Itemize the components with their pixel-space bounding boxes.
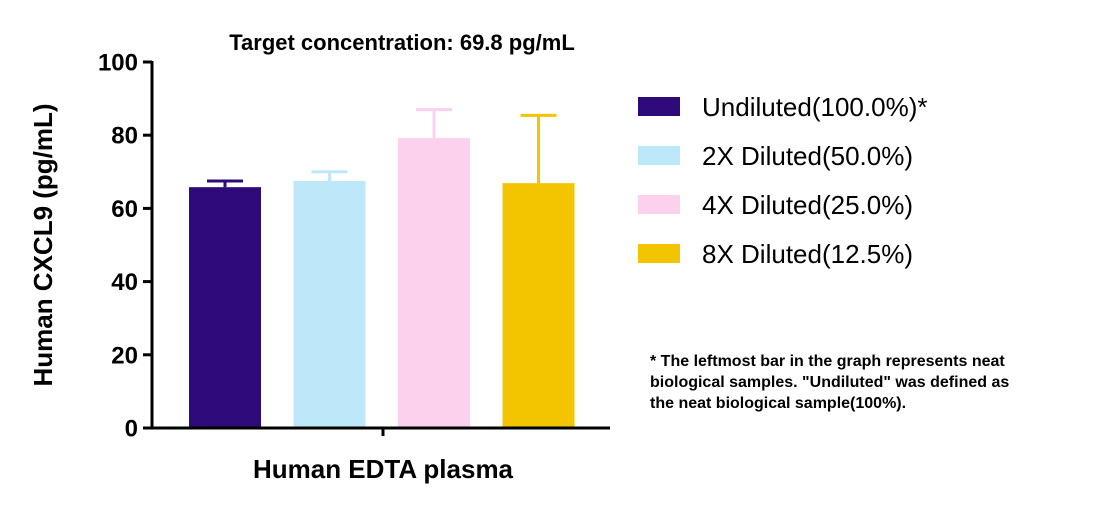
y-tick-label-60: 60 [111,196,138,223]
legend-swatch-1 [638,97,680,116]
bar-1 [189,187,261,428]
footnote-line-3: the neat biological sample(100%). [650,395,906,412]
bar-3 [398,138,470,429]
y-tick-label-80: 80 [111,123,138,150]
footnote: * The leftmost bar in the graph represen… [650,353,1009,412]
y-tick-label-100: 100 [98,50,138,77]
y-tick-label-40: 40 [111,269,138,296]
legend-swatch-2 [638,146,680,165]
plot-area: 0 20 40 60 80 100 [98,50,610,443]
legend-label-1: Undiluted(100.0%)* [702,92,927,122]
y-axis-label: Human CXCL9 (pg/mL) [28,103,58,386]
bar-2 [293,180,366,428]
legend-swatch-3 [638,195,680,214]
legend-swatch-4 [638,244,680,263]
legend-label-2: 2X Diluted(50.0%) [702,141,913,171]
x-axis-label: Human EDTA plasma [253,454,514,484]
legend-label-4: 8X Diluted(12.5%) [702,239,913,269]
legend: Undiluted(100.0%)* 2X Diluted(50.0%) 4X Di… [638,92,927,269]
y-tick-label-20: 20 [111,342,138,369]
chart-title: Target concentration: 69.8 pg/mL [229,30,575,55]
y-tick-label-0: 0 [125,416,138,443]
footnote-line-2: biological samples. "Undiluted" was defi… [650,374,1009,391]
footnote-line-1: * The leftmost bar in the graph represen… [650,353,1005,370]
bar-4 [502,183,575,428]
legend-label-3: 4X Diluted(25.0%) [702,190,913,220]
